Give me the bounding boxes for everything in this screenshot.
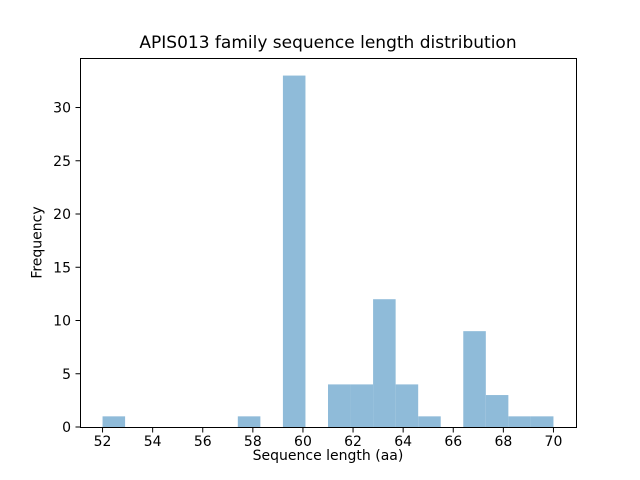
histogram-bar: [282, 75, 306, 427]
y-tick-label: 20: [53, 207, 71, 223]
histogram-bar: [350, 384, 374, 427]
histogram-bar: [508, 416, 531, 427]
histogram-bar: [237, 416, 261, 427]
histogram-bar: [418, 416, 441, 427]
histogram-bar: [373, 299, 396, 427]
histogram-bar: [485, 395, 509, 427]
x-tick-label: 66: [444, 434, 462, 450]
y-tick-label: 0: [62, 420, 71, 436]
x-tick-label: 54: [144, 434, 162, 450]
x-tick-label: 68: [494, 434, 512, 450]
x-axis-label: Sequence length (aa): [252, 448, 404, 464]
y-tick-label: 30: [53, 101, 71, 117]
axes-spines: [80, 58, 577, 428]
y-axis-label: Frequency: [29, 206, 46, 279]
histogram-bar: [530, 416, 554, 427]
chart-title: APIS013 family sequence length distribut…: [139, 33, 517, 53]
histogram-bar: [463, 331, 486, 427]
x-tick-label: 60: [294, 434, 312, 450]
histogram-bar: [102, 416, 126, 427]
histogram-bar: [395, 384, 419, 427]
y-tick-label: 15: [53, 260, 71, 276]
x-tick-label: 64: [394, 434, 412, 450]
y-tick-label: 25: [53, 154, 71, 170]
y-tick-label: 5: [62, 367, 71, 383]
x-tick-label: 62: [344, 434, 362, 450]
x-tick-label: 52: [94, 434, 112, 450]
y-tick-label: 10: [53, 314, 71, 330]
x-tick-label: 70: [545, 434, 563, 450]
x-tick-label: 56: [194, 434, 212, 450]
x-tick-label: 58: [244, 434, 262, 450]
histogram-bar: [328, 384, 351, 427]
